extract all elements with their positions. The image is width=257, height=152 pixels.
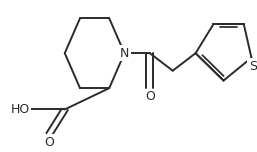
Text: O: O <box>45 136 54 149</box>
Text: N: N <box>120 47 129 60</box>
Text: HO: HO <box>11 103 30 116</box>
Text: O: O <box>145 90 155 103</box>
Text: S: S <box>249 60 257 73</box>
